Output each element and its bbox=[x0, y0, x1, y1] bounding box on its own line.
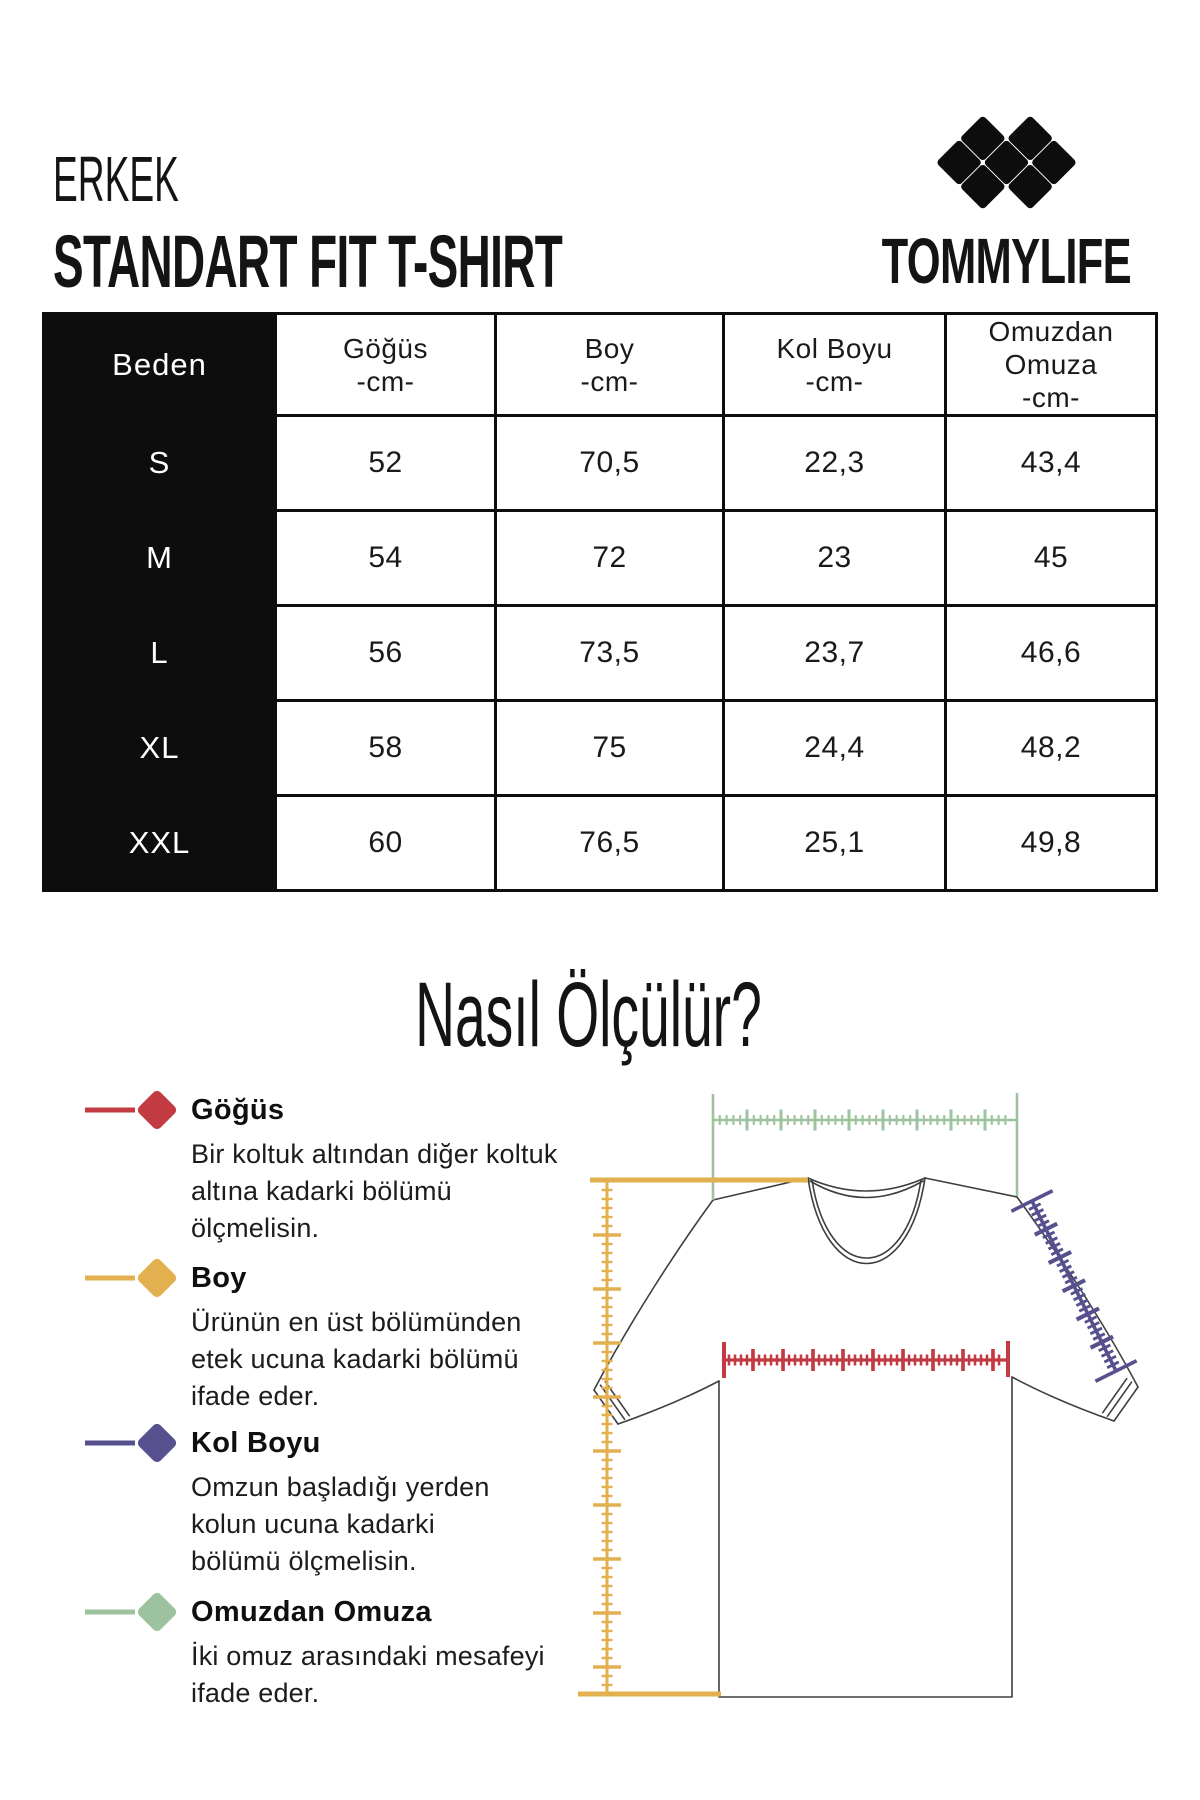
legend-item-sleeve: Kol Boyu Omzun başladığı yerden kolun uc… bbox=[85, 1413, 531, 1580]
size-row: M 54 72 23 45 bbox=[42, 509, 1158, 608]
size-label: M bbox=[42, 509, 277, 608]
size-label: L bbox=[42, 604, 277, 703]
size-row: S 52 70,5 22,3 43,4 bbox=[42, 414, 1158, 513]
column-header-size: Beden bbox=[42, 311, 277, 418]
category-text: ERKEK bbox=[53, 143, 179, 215]
size-label: XXL bbox=[42, 794, 277, 893]
tshirt-measurement-diagram bbox=[578, 1093, 1139, 1698]
shoulder-measure-icon bbox=[85, 1592, 177, 1632]
sleeve-ruler bbox=[1010, 1189, 1138, 1383]
size-table: Beden Göğüs -cm- Boy -cm- Kol Boyu -cm- … bbox=[42, 311, 1158, 893]
legend-item-chest: Göğüs Bir koltuk altından diğer koltuk a… bbox=[85, 1080, 581, 1247]
column-header-shoulder: Omuzdan Omuza -cm- bbox=[944, 311, 1158, 418]
brand-name-text: TOMMYLIFE bbox=[881, 225, 1132, 297]
length-value: 73,5 bbox=[494, 604, 725, 703]
chest-value: 54 bbox=[274, 509, 497, 608]
shoulder-value: 43,4 bbox=[944, 414, 1158, 513]
length-value: 72 bbox=[494, 509, 725, 608]
column-header-sleeve: Kol Boyu -cm- bbox=[722, 311, 947, 418]
tommylife-diamonds-logo-icon bbox=[937, 116, 1076, 209]
size-label: XL bbox=[42, 699, 277, 798]
tshirt-outline bbox=[593, 1177, 1139, 1698]
shoulder-value: 46,6 bbox=[944, 604, 1158, 703]
sleeve-value: 23,7 bbox=[722, 604, 947, 703]
chest-value: 56 bbox=[274, 604, 497, 703]
chest-measure-icon bbox=[85, 1090, 177, 1130]
page-title-text: STANDART FIT T-SHIRT bbox=[53, 220, 563, 303]
chest-value: 60 bbox=[274, 794, 497, 893]
how-to-measure-heading: Nasıl Ölçülür? bbox=[415, 964, 762, 1066]
sleeve-measure-icon bbox=[85, 1423, 177, 1463]
legend-title: Göğüs bbox=[191, 1094, 285, 1126]
size-table-header-row: Beden Göğüs -cm- Boy -cm- Kol Boyu -cm- … bbox=[42, 311, 1158, 418]
legend-description: İki omuz arasındaki mesafeyi ifade eder. bbox=[191, 1641, 545, 1708]
length-value: 75 bbox=[494, 699, 725, 798]
brand-block: TOMMYLIFE bbox=[823, 112, 1190, 293]
length-ruler bbox=[578, 1177, 808, 1697]
sleeve-value: 24,4 bbox=[722, 699, 947, 798]
legend-item-shoulder: Omuzdan Omuza İki omuz arasındaki mesafe… bbox=[85, 1582, 581, 1712]
size-row: L 56 73,5 23,7 46,6 bbox=[42, 604, 1158, 703]
sleeve-value: 25,1 bbox=[722, 794, 947, 893]
sleeve-value: 22,3 bbox=[722, 414, 947, 513]
brand-name: TOMMYLIFE bbox=[823, 229, 1190, 293]
shoulder-value: 48,2 bbox=[944, 699, 1158, 798]
legend-item-length: Boy Ürünün en üst bölümünden etek ucuna … bbox=[85, 1248, 581, 1415]
chest-value: 52 bbox=[274, 414, 497, 513]
length-value: 70,5 bbox=[494, 414, 725, 513]
length-value: 76,5 bbox=[494, 794, 725, 893]
chest-ruler bbox=[722, 1341, 1010, 1378]
page-title: STANDART FIT T-SHIRT bbox=[53, 225, 874, 299]
category-label: ERKEK bbox=[53, 147, 270, 211]
length-measure-icon bbox=[85, 1258, 177, 1298]
legend-description: Bir koltuk altından diğer koltuk altına … bbox=[191, 1139, 558, 1243]
shoulder-value: 45 bbox=[944, 509, 1158, 608]
size-row: XXL 60 76,5 25,1 49,8 bbox=[42, 794, 1158, 893]
legend-description: Omzun başladığı yerden kolun ucuna kadar… bbox=[191, 1472, 490, 1576]
shoulder-ruler bbox=[711, 1093, 1019, 1200]
chest-value: 58 bbox=[274, 699, 497, 798]
shoulder-value: 49,8 bbox=[944, 794, 1158, 893]
sleeve-value: 23 bbox=[722, 509, 947, 608]
legend-title: Omuzdan Omuza bbox=[191, 1596, 432, 1628]
legend-description: Ürünün en üst bölümünden etek ucuna kada… bbox=[191, 1307, 522, 1411]
size-label: S bbox=[42, 414, 277, 513]
size-row: XL 58 75 24,4 48,2 bbox=[42, 699, 1158, 798]
column-header-length: Boy -cm- bbox=[494, 311, 725, 418]
legend-title: Kol Boyu bbox=[191, 1427, 321, 1459]
column-header-chest: Göğüs -cm- bbox=[274, 311, 497, 418]
legend-title: Boy bbox=[191, 1262, 247, 1294]
